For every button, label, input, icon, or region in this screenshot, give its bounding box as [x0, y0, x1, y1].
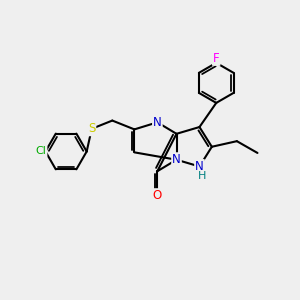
Text: Cl: Cl — [36, 146, 46, 157]
Text: O: O — [153, 189, 162, 202]
Text: N: N — [172, 153, 181, 166]
Text: N: N — [153, 116, 162, 129]
Text: S: S — [88, 122, 95, 135]
Text: F: F — [213, 52, 220, 65]
Text: N: N — [195, 160, 204, 173]
Text: H: H — [198, 171, 207, 181]
